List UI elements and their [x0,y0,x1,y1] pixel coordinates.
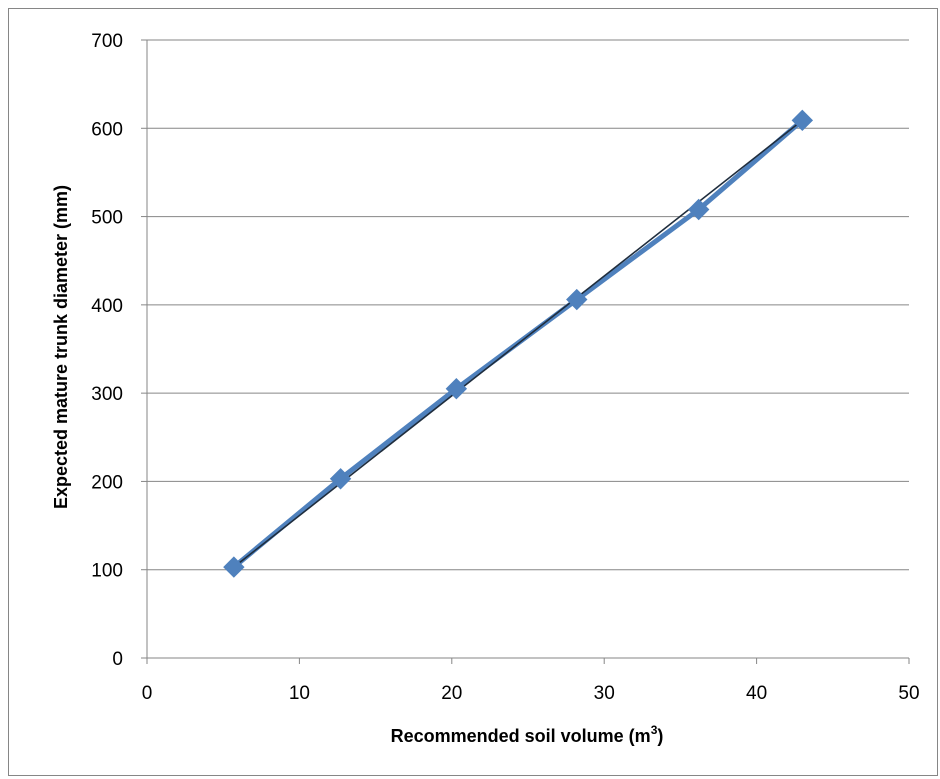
data-point-5 [791,109,814,132]
y-tick-label: 200 [91,472,123,493]
x-axis-title-superscript: 3 [651,723,658,737]
x-axis-title: Recommended soil volume (m3) [391,723,664,746]
y-tick-label: 300 [91,384,123,405]
y-axis-title: Expected mature trunk diameter (mm) [51,185,71,509]
data-point-0 [223,556,245,578]
x-axis-title-text: Recommended soil volume (m [391,726,651,746]
x-tick-label: 50 [898,683,919,704]
x-tick-label: 40 [746,683,767,704]
x-tick-label: 10 [289,683,310,704]
x-axis-title-suffix: ) [657,726,663,746]
data-point-3 [566,288,588,311]
y-tick-label: 400 [91,296,123,317]
y-tick-label: 500 [91,208,123,229]
x-tick-labels: 0 10 20 30 40 50 [142,683,920,704]
y-tick-label: 0 [112,649,123,670]
data-point-4 [687,198,710,221]
gridlines [147,39,909,571]
y-tick-label: 700 [91,31,123,52]
data-markers [223,109,814,578]
data-point-1 [329,468,352,490]
x-tick-label: 20 [441,683,462,704]
x-tick-label: 0 [142,683,153,704]
trendline [233,119,803,568]
axes [141,39,910,664]
data-point-2 [445,378,468,400]
x-tick-label: 30 [594,683,615,704]
y-tick-label: 100 [91,561,123,582]
y-tick-label: 600 [91,119,123,140]
trendline-layer [233,119,803,568]
y-tick-labels: 0 100 200 300 400 500 600 700 [91,31,123,670]
